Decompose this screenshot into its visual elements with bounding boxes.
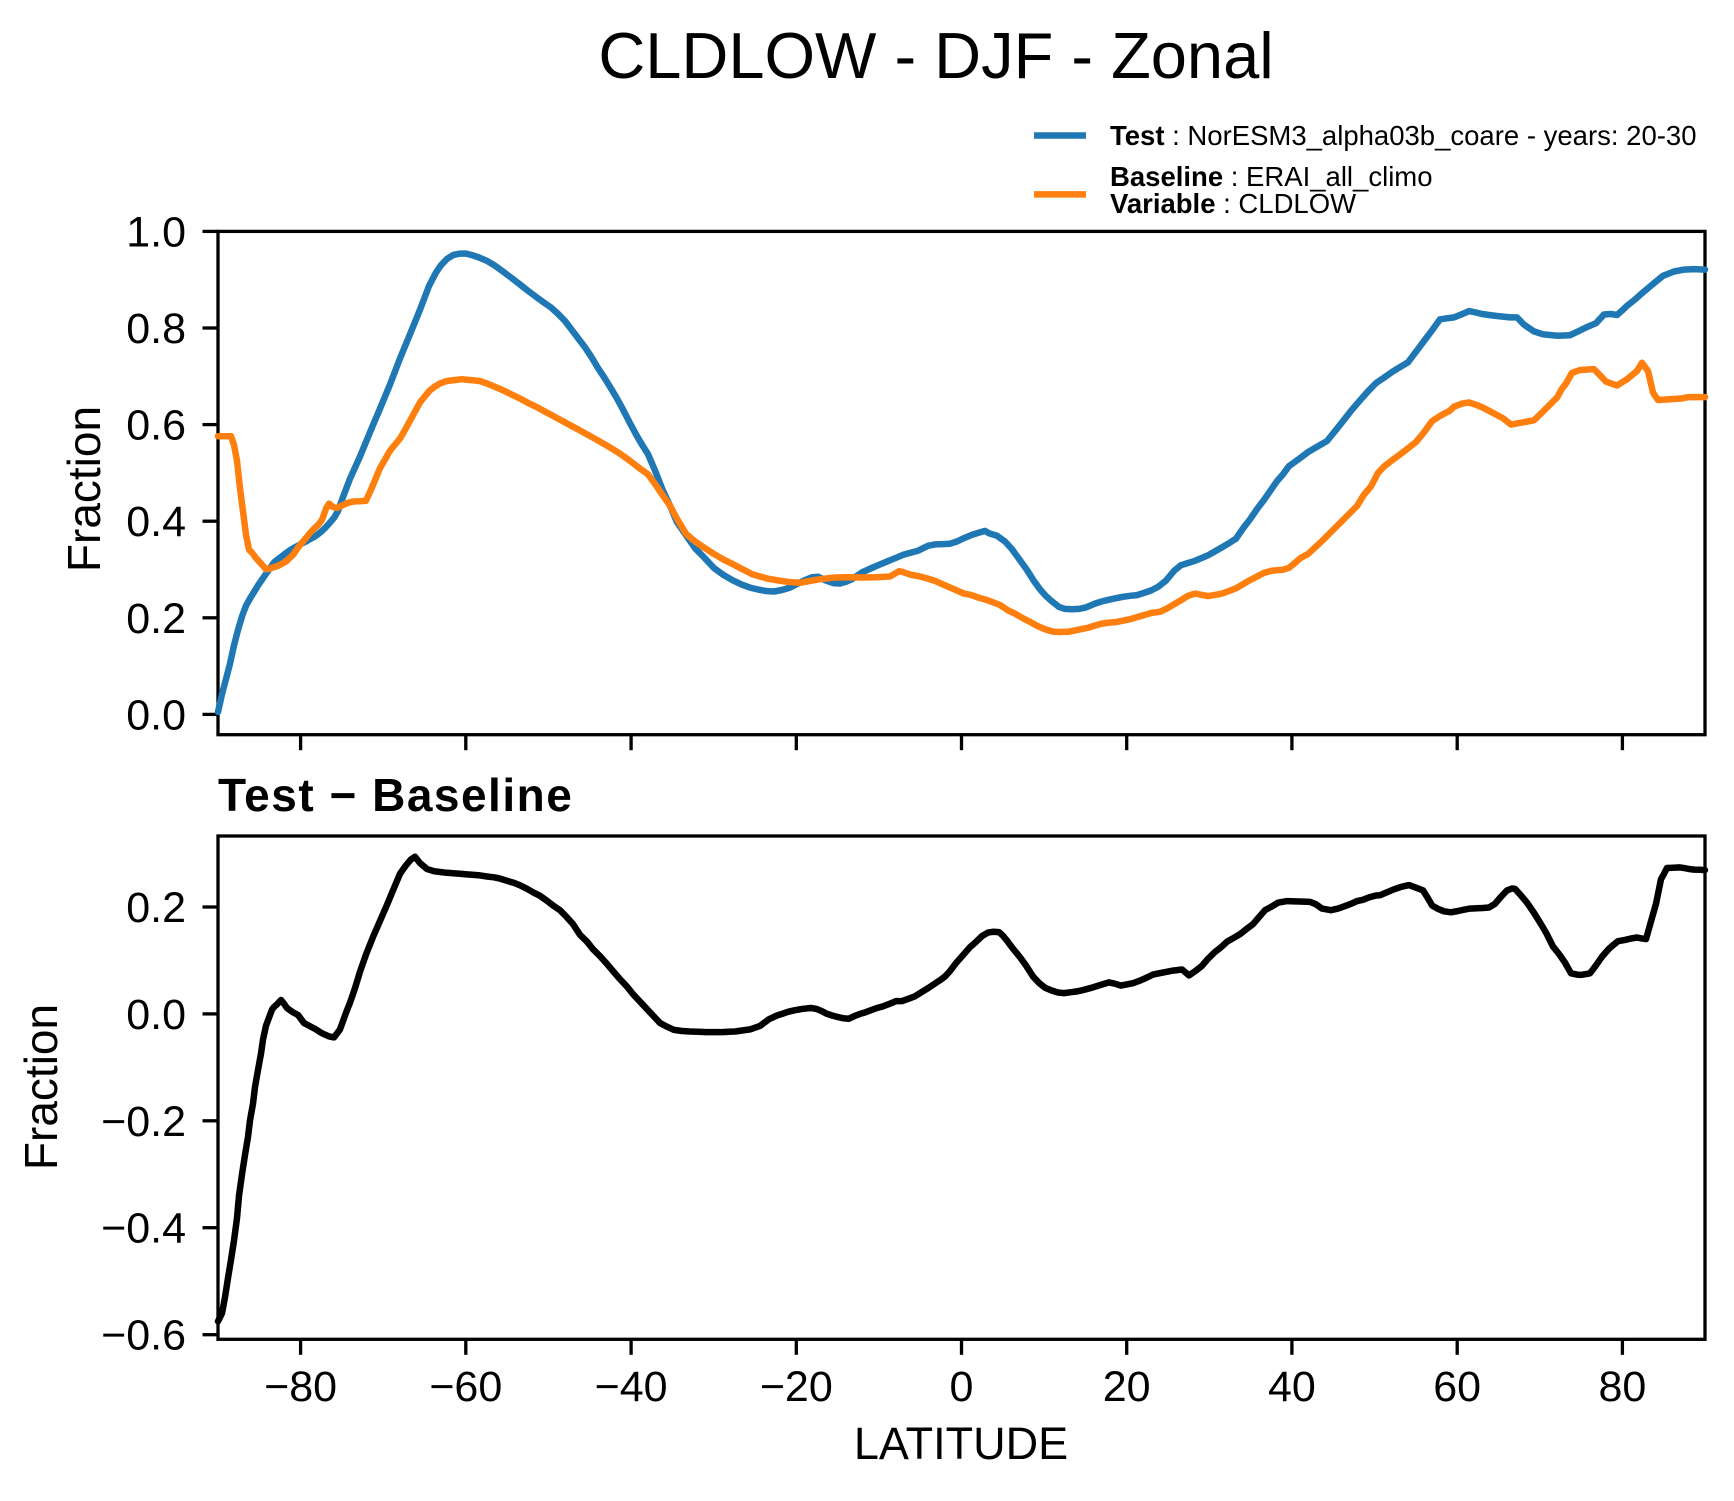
svg-text:80: 80	[1598, 1363, 1646, 1411]
svg-text:0.2: 0.2	[126, 595, 186, 643]
svg-text:0.0: 0.0	[126, 991, 186, 1039]
svg-text:Variable : CLDLOW: Variable : CLDLOW	[1110, 188, 1356, 219]
svg-text:1.0: 1.0	[126, 208, 186, 256]
svg-text:Baseline : ERAI_all_climo: Baseline : ERAI_all_climo	[1110, 161, 1433, 192]
svg-text:0.2: 0.2	[126, 884, 186, 932]
svg-text:LATITUDE: LATITUDE	[854, 1418, 1068, 1469]
svg-text:0.8: 0.8	[126, 305, 186, 353]
svg-text:Fraction: Fraction	[58, 406, 110, 572]
svg-text:60: 60	[1433, 1363, 1481, 1411]
svg-text:20: 20	[1103, 1363, 1151, 1411]
svg-text:−80: −80	[264, 1363, 337, 1411]
svg-text:0.0: 0.0	[126, 691, 186, 739]
svg-text:Test : NorESM3_alpha03b_coare: Test : NorESM3_alpha03b_coare - years: 2…	[1110, 120, 1696, 151]
svg-text:Test − Baseline: Test − Baseline	[218, 769, 573, 821]
svg-text:−0.6: −0.6	[101, 1312, 186, 1360]
svg-text:−40: −40	[595, 1363, 668, 1411]
svg-text:−60: −60	[429, 1363, 502, 1411]
svg-text:−0.2: −0.2	[101, 1098, 186, 1146]
svg-text:Fraction: Fraction	[15, 1004, 67, 1170]
svg-text:−0.4: −0.4	[101, 1205, 186, 1253]
svg-text:0.4: 0.4	[126, 498, 186, 546]
svg-text:−20: −20	[760, 1363, 833, 1411]
svg-text:0.6: 0.6	[126, 402, 186, 450]
svg-text:CLDLOW - DJF - Zonal: CLDLOW - DJF - Zonal	[598, 19, 1273, 92]
svg-text:0: 0	[950, 1363, 974, 1411]
svg-text:40: 40	[1268, 1363, 1316, 1411]
